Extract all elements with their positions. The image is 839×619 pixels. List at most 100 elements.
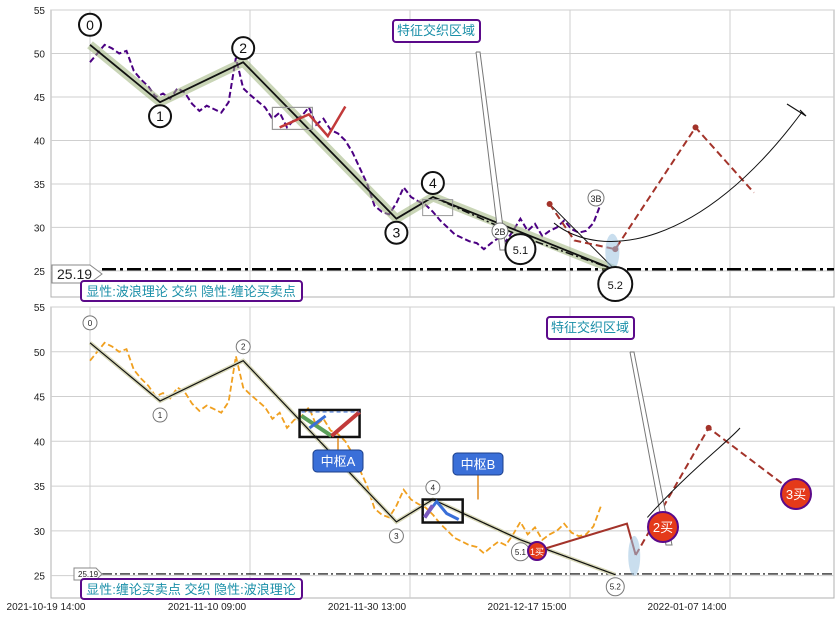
wave-point-label-bottom: 5.2 [610, 583, 622, 592]
zhongshu-b-badge: 中枢B [452, 452, 504, 476]
zhongshu-a-stroke-blue [308, 414, 327, 430]
wave-point-label-bottom: 2 [241, 343, 246, 352]
y-tick-label: 25 [34, 572, 46, 583]
top-proj-label-3b: 3B [587, 189, 605, 207]
bottom-projection-point [705, 424, 712, 431]
x-tick-label: 2021-11-30 13:00 [328, 602, 407, 613]
wave-point-marker [148, 104, 173, 129]
buy-1-text: 1买 [530, 547, 544, 557]
highlight-ellipse [605, 233, 620, 270]
y-tick-label: 55 [34, 6, 46, 17]
wave-point-label-bottom: 0 [88, 319, 93, 328]
y-tick-label: 45 [34, 393, 46, 404]
bottom-arc [646, 427, 741, 518]
wave-point-marker-bottom [82, 315, 98, 331]
y-tick-label: 40 [34, 136, 46, 147]
x-tick-label: 2021-11-10 09:00 [168, 602, 247, 613]
buy-2-text: 2买 [653, 520, 673, 535]
top-arc-head [786, 103, 807, 117]
y-tick-label: 45 [34, 93, 46, 104]
y-tick-label: 55 [34, 303, 46, 314]
bottom-legend-box [80, 578, 303, 600]
top-annotation-box [392, 19, 481, 43]
bottom-legend-text: 显性:缠论买卖点 交织 隐性:波浪理论 [86, 582, 295, 597]
wave-sub-line [432, 196, 616, 271]
wave-point-label: 3 [393, 225, 401, 241]
wave-point-marker-bottom [605, 577, 625, 597]
highlight-ellipse-bottom [628, 535, 641, 576]
projection-point [692, 124, 699, 131]
zhongshu-a-stroke-green [300, 414, 333, 438]
bottom-level-marker: 25.19 [73, 567, 103, 581]
wave-point-marker [504, 233, 537, 266]
wave-point-label-bottom: 3 [394, 532, 399, 541]
wave-point-label-bottom: 1 [158, 411, 163, 420]
top-zhongshu-box-b [422, 199, 454, 217]
wave-point-label: 5.1 [513, 245, 528, 257]
x-tick-label: 2021-12-17 15:00 [488, 602, 567, 613]
proj-2b-text: 2B [494, 227, 505, 237]
wave-point-label: 2 [239, 40, 247, 56]
bottom-level-label: 25.19 [78, 570, 99, 579]
top-annotation-text: 特征交织区域 [397, 23, 475, 38]
wave-point-label-bottom: 4 [431, 484, 436, 493]
y-tick-label: 35 [34, 180, 46, 191]
bottom-y-ticks: 25 30 35 40 45 50 55 [34, 303, 46, 583]
wave-point-marker-bottom [425, 480, 441, 496]
wave-line [89, 44, 616, 271]
zhongshu-b-text: 中枢B [461, 457, 496, 472]
top-arc [553, 111, 803, 242]
top-level-label: 25.19 [57, 266, 92, 282]
bottom-annotation-box [546, 316, 635, 340]
wave-point-label: 4 [429, 175, 437, 191]
y-tick-label: 35 [34, 482, 46, 493]
y-tick-label: 40 [34, 437, 46, 448]
x-tick-label: 2021-10-19 14:00 [7, 602, 86, 613]
zhongshu-b-box [421, 498, 464, 524]
y-tick-label: 30 [34, 527, 46, 538]
buy-3-text: 3买 [786, 487, 806, 502]
y-tick-label: 50 [34, 49, 46, 60]
zhongshu-a-stroke-red [330, 410, 361, 438]
top-zhongshu-a-strokes [279, 105, 347, 139]
wave-connector [549, 203, 616, 271]
wave-point-marker [78, 12, 102, 37]
zhongshu-a-badge: 中枢A [312, 449, 364, 473]
annotation-pointer-bottom [629, 351, 673, 546]
top-marks: 0 1 2 3 4 5.1 5.2 [78, 12, 834, 303]
wave-point-marker [420, 170, 445, 195]
wave-point-marker [231, 36, 256, 61]
projection-point [546, 200, 553, 207]
proj-3b-text: 3B [590, 194, 601, 204]
bottom-annotation-text: 特征交织区域 [551, 320, 629, 335]
buy-point-3: 3买 [780, 478, 812, 510]
top-legend-box [80, 280, 303, 302]
wave-point-label: 0 [86, 17, 94, 33]
zhongshu-a-text: 中枢A [321, 454, 356, 469]
wave-point-label: 5.2 [608, 280, 623, 292]
x-tick-label: 2022-01-07 14:00 [648, 602, 727, 613]
top-proj-label-2b: 2B [491, 222, 509, 240]
y-tick-label: 30 [34, 223, 46, 234]
buy-point-2: 2买 [647, 511, 679, 543]
y-tick-label: 50 [34, 348, 46, 359]
wave-point-marker-bottom [152, 407, 168, 423]
wave-point-marker-bottom [235, 339, 251, 355]
y-tick-label: 25 [34, 267, 46, 278]
wave-point-marker [597, 266, 634, 303]
bottom-plot-frame [50, 306, 835, 599]
top-level-marker: 25.19 [51, 264, 103, 284]
wave-point-marker-bottom [388, 528, 404, 544]
wave-point-label-bottom: 5.1 [515, 548, 527, 557]
top-legend-text: 显性:波浪理论 交织 隐性:缠论买卖点 [86, 284, 295, 299]
top-grid [51, 9, 834, 297]
wave-point-marker [384, 220, 409, 245]
bottom-grid [51, 306, 834, 598]
zhongshu-b-stroke-purple [423, 504, 435, 519]
top-y-ticks: 25 30 35 40 45 50 55 [34, 6, 46, 278]
wave-line-bottom [89, 342, 616, 576]
bottom-x-ticks: 2021-10-19 14:00 2021-11-10 09:00 2021-11-… [7, 602, 727, 613]
